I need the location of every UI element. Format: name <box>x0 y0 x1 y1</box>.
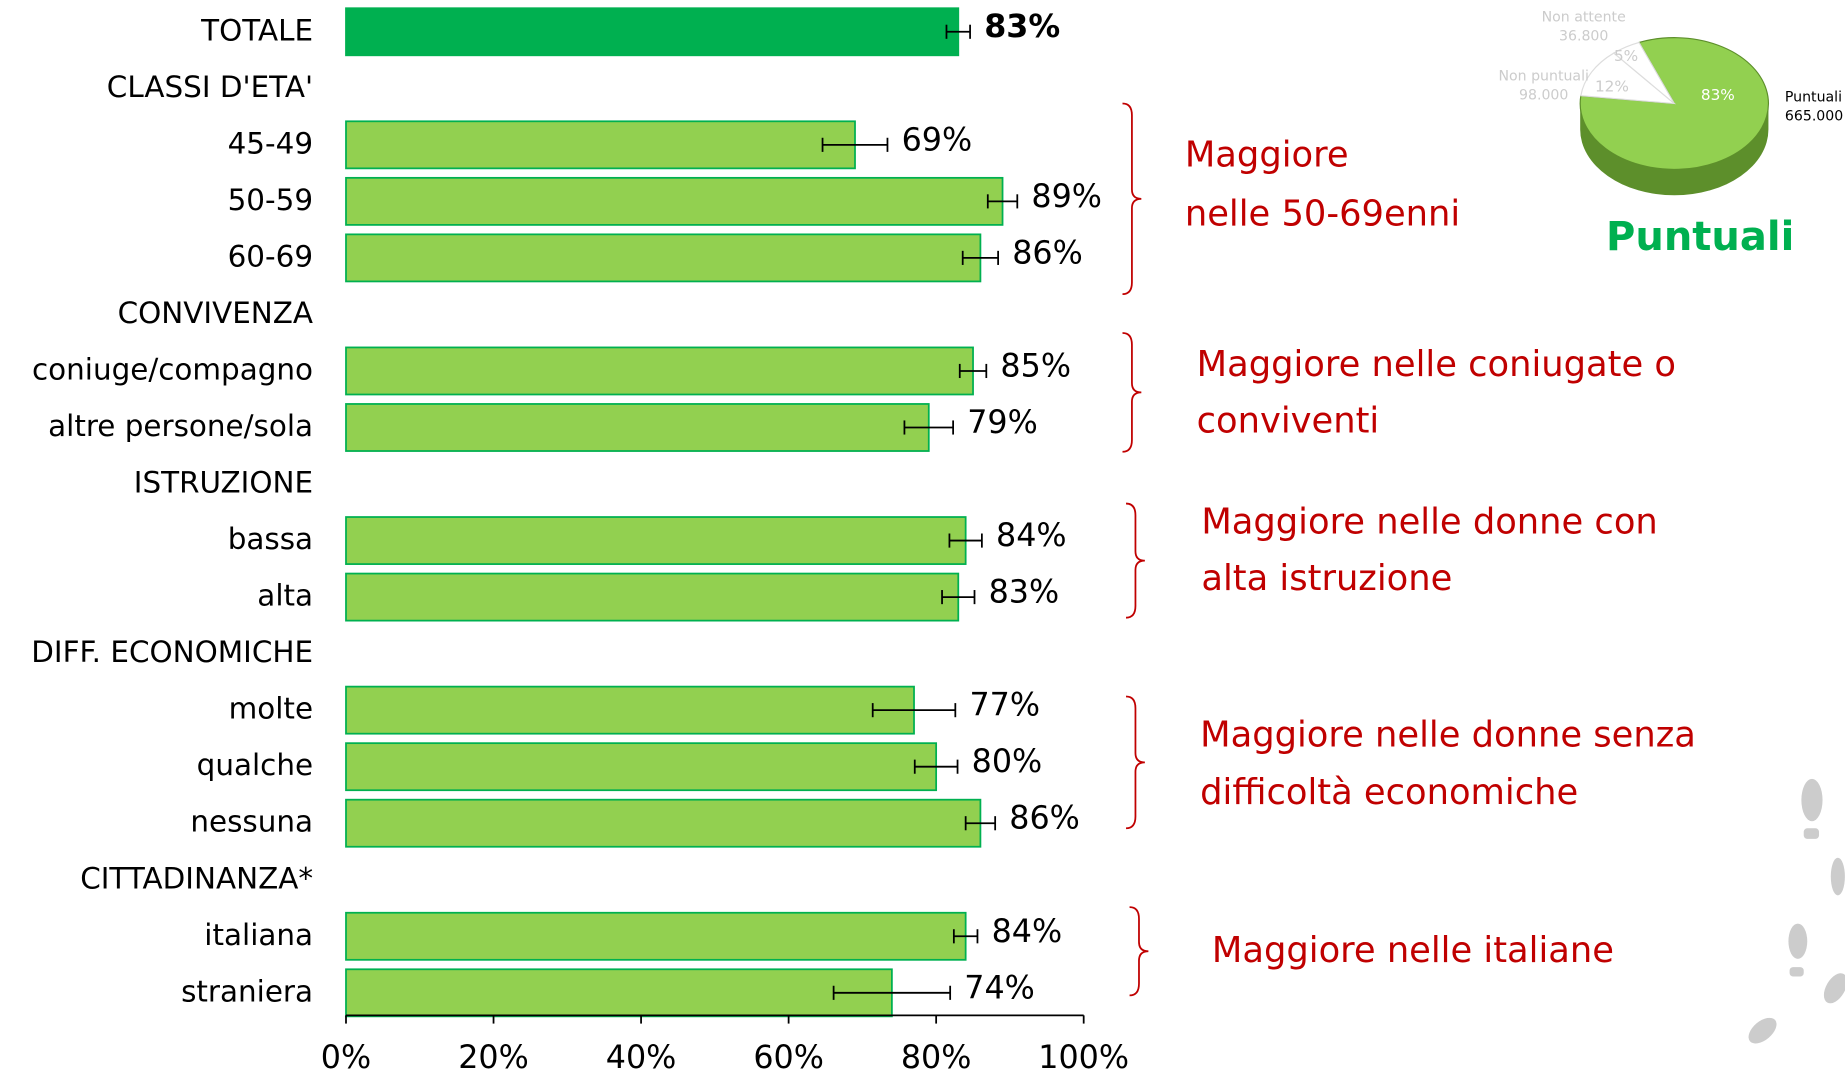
footprint-decoration <box>1748 778 1845 1044</box>
bar <box>345 233 982 283</box>
error-bar <box>941 590 976 605</box>
x-tick-label: 60% <box>753 1040 824 1073</box>
bar <box>345 742 938 792</box>
error-bar <box>961 250 999 265</box>
value-label: 86% <box>1012 235 1083 271</box>
annotation-text: Maggiore nelle italiane <box>1212 930 1614 971</box>
bracket <box>1125 502 1145 619</box>
pie-category-label: Non puntuali <box>1498 68 1588 84</box>
annotation-text: Maggiore <box>1185 134 1349 175</box>
error-bar <box>871 703 957 718</box>
annotation-text: Maggiore nelle donne senza <box>1200 715 1696 756</box>
value-label: 83% <box>989 575 1060 611</box>
pie-value-label: 12% <box>1595 78 1629 96</box>
pie-slice <box>1612 41 1675 104</box>
category-label: bassa <box>228 522 313 556</box>
error-bar <box>948 533 983 548</box>
x-tick-label: 100% <box>1038 1040 1129 1073</box>
annotation-text: difficoltà economiche <box>1200 772 1578 813</box>
category-label: alta <box>257 579 313 613</box>
pie-count-label: 98.000 <box>1519 87 1568 103</box>
pie-count-label: 36.800 <box>1559 28 1608 44</box>
category-label: qualche <box>197 748 313 782</box>
error-bar <box>832 985 952 1000</box>
category-label: italiana <box>204 918 313 952</box>
bar <box>345 120 856 170</box>
error-bar <box>913 759 959 774</box>
annotation-text: nelle 50-69enni <box>1185 193 1460 234</box>
category-label: DIFF. ECONOMICHE <box>31 635 313 669</box>
value-label: 86% <box>1009 801 1080 837</box>
bar <box>345 572 960 622</box>
annotation-text: conviventi <box>1197 400 1380 441</box>
pie-count-label: 665.000 <box>1785 108 1843 124</box>
x-tick-label: 80% <box>901 1040 972 1073</box>
error-bar <box>964 816 997 831</box>
category-label: coniuge/compagno <box>32 352 313 386</box>
category-label: CITTADINANZA* <box>80 861 313 895</box>
bar <box>345 516 967 565</box>
bar <box>345 911 967 961</box>
category-label: molte <box>229 692 313 726</box>
category-label: CONVIVENZA <box>118 296 313 330</box>
x-tick-label: 40% <box>606 1040 677 1073</box>
value-label: 89% <box>1031 179 1102 215</box>
bar <box>345 685 915 735</box>
value-label: 74% <box>964 970 1035 1006</box>
error-bar <box>958 363 988 379</box>
pie-title: Puntuali <box>1606 214 1794 260</box>
value-label: 84% <box>996 518 1067 554</box>
bar <box>345 346 974 396</box>
error-bar <box>986 194 1019 209</box>
bracket <box>1129 906 1149 997</box>
error-bar <box>903 420 954 435</box>
value-label: 85% <box>1000 348 1071 384</box>
annotation-text: Maggiore nelle coniugate o <box>1197 344 1676 385</box>
bar <box>345 7 960 57</box>
category-label: straniera <box>181 974 313 1008</box>
pie-slice <box>1580 52 1677 105</box>
value-label: 84% <box>992 914 1063 950</box>
category-label: 50-59 <box>228 183 313 217</box>
x-tick-label: 20% <box>458 1040 529 1073</box>
error-bar <box>821 137 889 152</box>
pie-category-label: Puntuali <box>1785 90 1842 106</box>
bar <box>345 798 982 848</box>
pie-category-label: Non attente <box>1542 10 1626 26</box>
value-label: 69% <box>902 122 973 158</box>
value-label: 83% <box>984 9 1060 45</box>
annotation-text: alta istruzione <box>1201 558 1452 599</box>
error-bar <box>945 24 971 39</box>
bracket <box>1122 102 1142 296</box>
bar <box>345 176 1004 226</box>
bar <box>345 403 930 452</box>
category-label: 45-49 <box>228 126 313 160</box>
x-tick-label: 0% <box>321 1040 371 1073</box>
annotation-text: Maggiore nelle donne con <box>1201 502 1657 543</box>
pie-value-label: 83% <box>1701 86 1735 104</box>
value-label: 77% <box>969 688 1040 724</box>
category-label: ISTRUZIONE <box>134 466 313 500</box>
category-label: altre persone/sola <box>48 409 313 443</box>
bracket <box>1125 695 1145 830</box>
pie-value-label: 5% <box>1614 47 1638 65</box>
bar <box>345 968 893 1018</box>
category-label: CLASSI D'ETA' <box>107 70 313 104</box>
value-label: 79% <box>967 405 1038 441</box>
category-label: 60-69 <box>228 239 313 273</box>
bracket <box>1122 332 1142 453</box>
category-label: TOTALE <box>200 13 313 47</box>
value-label: 80% <box>972 744 1043 780</box>
error-bar <box>952 929 979 944</box>
category-label: nessuna <box>190 805 313 839</box>
